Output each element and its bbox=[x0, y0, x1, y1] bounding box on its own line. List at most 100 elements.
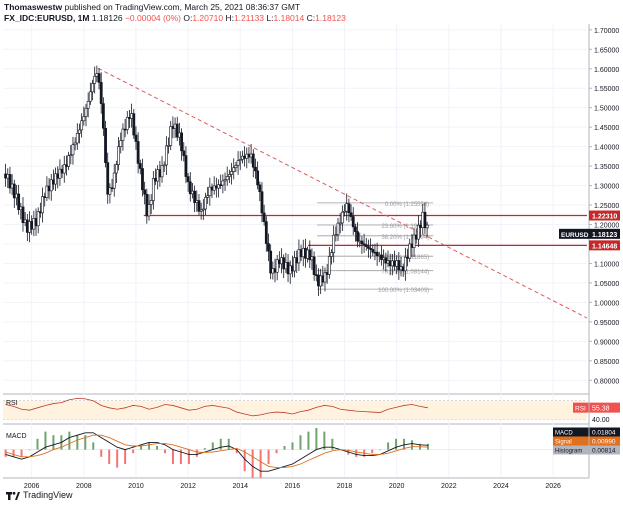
candle bbox=[99, 82, 103, 104]
candle bbox=[227, 174, 231, 177]
low-label: L: bbox=[266, 13, 274, 23]
candle bbox=[10, 183, 14, 189]
candle bbox=[145, 193, 149, 217]
candle bbox=[80, 120, 84, 131]
candle bbox=[384, 257, 388, 264]
candle bbox=[397, 260, 401, 271]
histogram-bar bbox=[116, 449, 119, 468]
change-text: −0.00004 (0%) bbox=[124, 13, 181, 23]
candle bbox=[332, 234, 336, 253]
candle bbox=[119, 140, 123, 147]
candle bbox=[136, 141, 140, 164]
low-value: 1.18014 bbox=[273, 13, 305, 23]
macd-legend-label: MACD bbox=[555, 431, 573, 437]
level-price-tag bbox=[589, 240, 620, 251]
macd-name: MACD bbox=[6, 433, 27, 440]
candle bbox=[147, 204, 151, 217]
candle bbox=[312, 256, 316, 275]
candle bbox=[43, 196, 47, 198]
candle bbox=[62, 164, 66, 174]
candle bbox=[41, 196, 44, 214]
candle bbox=[223, 179, 227, 182]
histogram-bar bbox=[371, 449, 374, 454]
price-axis[interactable]: 1.70000 1.65000 1.60000 1.55000 1.50000 1.450… bbox=[588, 24, 619, 478]
candle bbox=[173, 123, 177, 129]
tradingview-footer[interactable]: TradingView bbox=[6, 490, 73, 500]
candle bbox=[245, 153, 249, 159]
candle bbox=[93, 76, 97, 84]
rsi-name: RSI bbox=[6, 400, 18, 407]
candle bbox=[243, 155, 246, 159]
candle bbox=[117, 146, 120, 165]
rsi-band bbox=[3, 400, 587, 420]
candle bbox=[180, 132, 183, 152]
candle bbox=[380, 254, 383, 260]
histogram-bar bbox=[68, 431, 71, 450]
candle bbox=[403, 256, 407, 272]
candle bbox=[38, 211, 42, 214]
candle bbox=[412, 234, 416, 248]
candle bbox=[30, 221, 34, 230]
candle bbox=[364, 244, 368, 247]
histogram-bar bbox=[251, 449, 254, 479]
histogram-bar bbox=[275, 449, 278, 454]
candle bbox=[238, 159, 242, 161]
histogram-bar bbox=[124, 449, 127, 464]
histogram-bar bbox=[28, 449, 31, 451]
trendline[interactable] bbox=[97, 67, 588, 319]
macd-value-tag bbox=[589, 445, 620, 455]
symbol-label[interactable]: FX_IDC:EURUSD, 1M bbox=[4, 13, 90, 23]
candle bbox=[288, 265, 292, 275]
candle bbox=[84, 107, 88, 117]
candle bbox=[169, 126, 173, 146]
candle bbox=[164, 145, 168, 166]
candle bbox=[201, 208, 205, 211]
candle bbox=[369, 248, 373, 250]
time-tick-label: 2014 bbox=[232, 483, 248, 490]
price-tick-label: 1.20000 bbox=[594, 223, 619, 230]
histogram-bar bbox=[84, 435, 87, 450]
candle bbox=[297, 249, 301, 264]
candle bbox=[386, 260, 390, 264]
candle bbox=[353, 226, 357, 232]
candle bbox=[388, 260, 392, 267]
histogram-bar bbox=[171, 449, 174, 464]
horizontal-levels[interactable] bbox=[143, 214, 587, 247]
price-tick-label: 0.85000 bbox=[594, 359, 619, 366]
candle bbox=[34, 218, 38, 227]
candle bbox=[167, 145, 170, 147]
candle bbox=[225, 176, 229, 181]
price-tick-label: 1.30000 bbox=[594, 184, 619, 191]
fib-level-label: 38.20% (1.17094) bbox=[381, 235, 429, 241]
histogram-bar bbox=[4, 449, 7, 457]
price-tick-label: 1.35000 bbox=[594, 164, 619, 171]
candle bbox=[340, 211, 344, 224]
candle bbox=[254, 166, 257, 172]
candle bbox=[130, 113, 134, 119]
time-axis[interactable]: 2006 2008 2010 2012 2014 2016 2018 2020 2022 2024… bbox=[3, 477, 589, 490]
histogram-bar bbox=[299, 435, 302, 450]
histogram-bar bbox=[355, 449, 358, 457]
candle bbox=[267, 243, 270, 252]
price-tick-label: 0.80000 bbox=[594, 378, 619, 385]
time-tick-label: 2012 bbox=[180, 483, 196, 490]
candle bbox=[71, 144, 75, 156]
candle bbox=[356, 231, 359, 242]
publish-text: published on TradingView.com, March 25, … bbox=[64, 2, 301, 12]
candle bbox=[358, 240, 362, 243]
histogram-bar bbox=[291, 442, 294, 450]
candle bbox=[54, 173, 57, 185]
publisher-name[interactable]: Thomaswestw bbox=[4, 2, 63, 12]
candle bbox=[199, 209, 203, 212]
candle bbox=[60, 168, 64, 174]
candle bbox=[162, 164, 166, 167]
candle bbox=[143, 189, 147, 195]
candle bbox=[75, 133, 79, 144]
histogram-bar bbox=[203, 448, 206, 450]
histogram-bar bbox=[219, 438, 222, 450]
candle bbox=[251, 153, 255, 168]
candle bbox=[425, 224, 429, 229]
tradingview-logo-icon bbox=[6, 491, 20, 500]
macd-pane: MACD MACD 0.01804 Signal 0.00990 Histogram 0.0… bbox=[3, 427, 620, 479]
